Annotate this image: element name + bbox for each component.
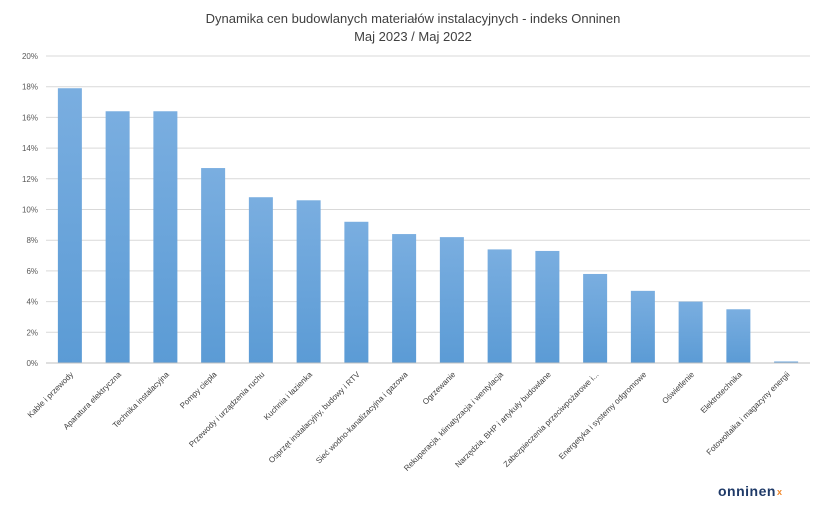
x-category-label: Zabezpieczenia przeciwpożarowe i... bbox=[502, 370, 601, 469]
x-category-label: Rekuperacja, klimatyzacja i wentylacja bbox=[402, 370, 505, 473]
chart-subtitle: Maj 2023 / Maj 2022 bbox=[354, 29, 472, 44]
bar bbox=[296, 200, 321, 363]
bar bbox=[487, 249, 512, 363]
x-category-label: Pompy ciepła bbox=[178, 370, 219, 411]
x-category-label: Sieć wodno-kanalizacyjna i gazowa bbox=[314, 370, 410, 466]
bar bbox=[583, 273, 608, 363]
x-category-label: Kuchnia i łazienka bbox=[262, 370, 314, 422]
y-tick-label: 2% bbox=[26, 328, 38, 337]
logo-mark: x bbox=[776, 487, 783, 498]
bar bbox=[57, 88, 82, 364]
bar bbox=[248, 197, 273, 363]
bar bbox=[630, 290, 655, 363]
bar bbox=[439, 237, 464, 363]
y-tick-label: 4% bbox=[26, 298, 38, 307]
x-category-label: Osprzęt instalacyjny, budowy i RTV bbox=[267, 370, 362, 465]
y-tick-label: 0% bbox=[26, 359, 38, 368]
x-category-label: Elektrotechnika bbox=[699, 370, 744, 415]
x-category-label: Narzędzia, BHP i artykuły budowlane bbox=[453, 370, 553, 470]
x-category-label: Fotowoltaika i magazyny energii bbox=[705, 370, 792, 457]
x-category-label: Ogrzewanie bbox=[421, 370, 458, 407]
y-tick-label: 12% bbox=[22, 175, 38, 184]
bar bbox=[153, 111, 178, 363]
x-category-label: Oświetlenie bbox=[660, 370, 696, 406]
onninen-logo: onninenx bbox=[718, 483, 782, 499]
y-tick-label: 6% bbox=[26, 267, 38, 276]
y-tick-label: 10% bbox=[22, 206, 38, 215]
x-category-label: Kable i przewody bbox=[26, 370, 75, 419]
logo-text: onninen bbox=[718, 483, 776, 499]
chart-title-block: Dynamika cen budowlanych materiałów inst… bbox=[0, 10, 826, 46]
bar bbox=[344, 221, 369, 363]
y-tick-label: 16% bbox=[22, 113, 38, 122]
x-category-label: Energetyka i systemy odgromowe bbox=[557, 370, 649, 462]
y-tick-label: 14% bbox=[22, 144, 38, 153]
y-tick-label: 18% bbox=[22, 83, 38, 92]
bar bbox=[535, 250, 560, 363]
y-tick-label: 8% bbox=[26, 236, 38, 245]
bar bbox=[201, 168, 226, 363]
bar bbox=[392, 234, 417, 363]
bar bbox=[774, 361, 799, 363]
y-tick-label: 20% bbox=[22, 52, 38, 61]
chart-title: Dynamika cen budowlanych materiałów inst… bbox=[205, 11, 621, 26]
bar bbox=[105, 111, 130, 363]
bar bbox=[678, 301, 703, 363]
bar bbox=[726, 309, 751, 363]
